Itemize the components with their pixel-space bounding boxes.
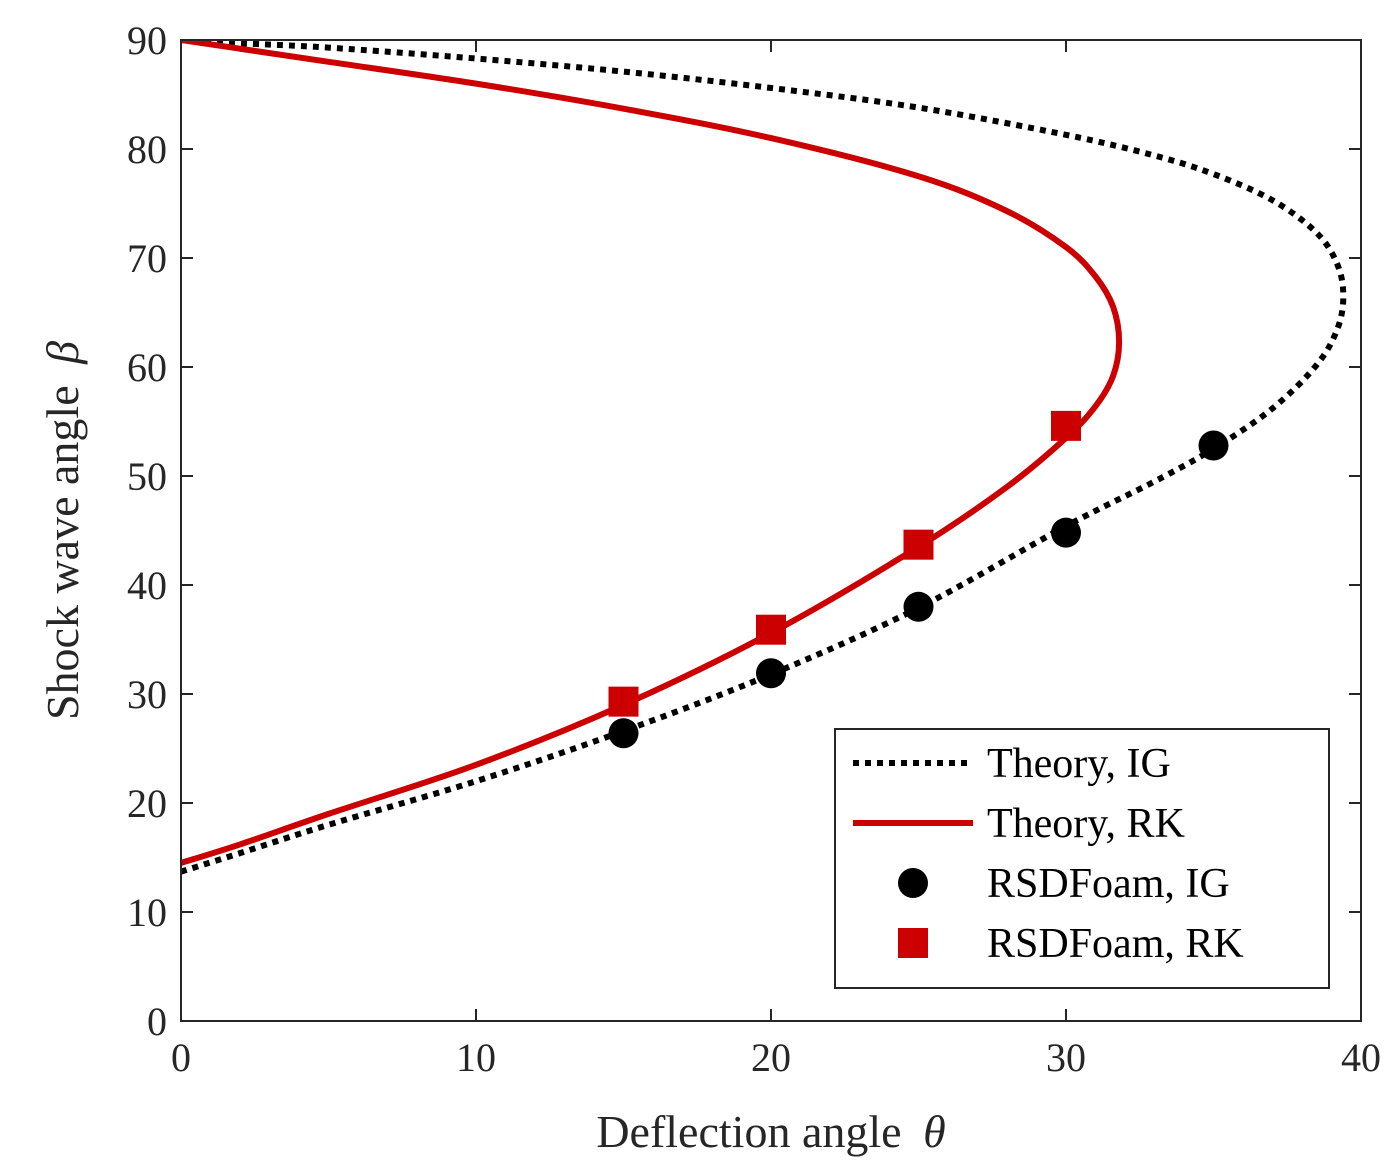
legend-items: Theory, IG Theory, RK RSDFoam, IG RSDFoam, …: [853, 741, 1244, 967]
y-axis-title-text: Shock wave angle: [37, 385, 88, 720]
x-tick-label: 20: [751, 1035, 791, 1080]
y-tick-label: 40: [127, 563, 167, 608]
plot-area: [181, 40, 1347, 875]
legend-item-theory-ig: Theory, IG: [853, 741, 1171, 787]
data-point-rsdfoam-rk: [903, 529, 934, 560]
y-tick-label: 10: [127, 890, 167, 935]
y-tick-label: 0: [147, 999, 167, 1044]
x-axis-title-text: Deflection angle: [596, 1106, 901, 1157]
y-tick-label: 30: [127, 672, 167, 717]
data-point-rsdfoam-rk: [608, 686, 639, 717]
x-axis-title: Deflection angle θ: [596, 1106, 945, 1157]
data-point-rsdfoam-ig: [1198, 430, 1229, 461]
y-tick-label: 20: [127, 781, 167, 826]
legend-item-rsdfoam-rk: RSDFoam, RK: [898, 921, 1244, 967]
x-tick-label: 40: [1341, 1035, 1381, 1080]
y-tick-label: 80: [127, 127, 167, 172]
data-point-rsdfoam-rk: [1051, 410, 1081, 441]
data-point-rsdfoam-ig: [903, 591, 934, 622]
series-line-theory-rk: [181, 40, 1123, 866]
legend: Theory, IG Theory, RK RSDFoam, IG RSDFoam, …: [834, 728, 1330, 989]
legend-item-rsdfoam-ig: RSDFoam, IG: [898, 861, 1230, 907]
y-tick-label: 70: [127, 236, 167, 281]
y-tick-label: 60: [127, 345, 167, 390]
data-point-rsdfoam-ig: [608, 718, 639, 749]
legend-item-theory-rk: Theory, RK: [853, 801, 1185, 847]
axis-ticks: [180, 39, 1362, 1022]
y-axis-title: Shock wave angle β: [37, 341, 88, 720]
data-point-rsdfoam-ig: [756, 658, 786, 689]
legend-label: RSDFoam, IG: [987, 861, 1230, 907]
y-tick-label: 90: [127, 18, 167, 63]
data-point-rsdfoam-ig: [1051, 517, 1081, 548]
legend-label: Theory, RK: [987, 801, 1185, 847]
x-axis-title-symbol: θ: [923, 1106, 946, 1157]
x-tick-label: 30: [1046, 1035, 1086, 1080]
x-tick-label: 10: [456, 1035, 496, 1080]
legend-swatch-rsdfoam-rk: [898, 928, 928, 958]
axis-tick-labels: 0 10 20 30 40 0 10 20 30 40 50 60 70 80 90: [127, 18, 1381, 1080]
y-axis-title-symbol: β: [37, 341, 88, 365]
y-tick-label: 50: [127, 454, 167, 499]
x-tick-label: 0: [171, 1035, 191, 1080]
legend-swatch-rsdfoam-ig: [898, 868, 928, 898]
legend-label: RSDFoam, RK: [987, 921, 1244, 967]
legend-label: Theory, IG: [987, 741, 1171, 787]
data-point-rsdfoam-rk: [756, 614, 786, 645]
